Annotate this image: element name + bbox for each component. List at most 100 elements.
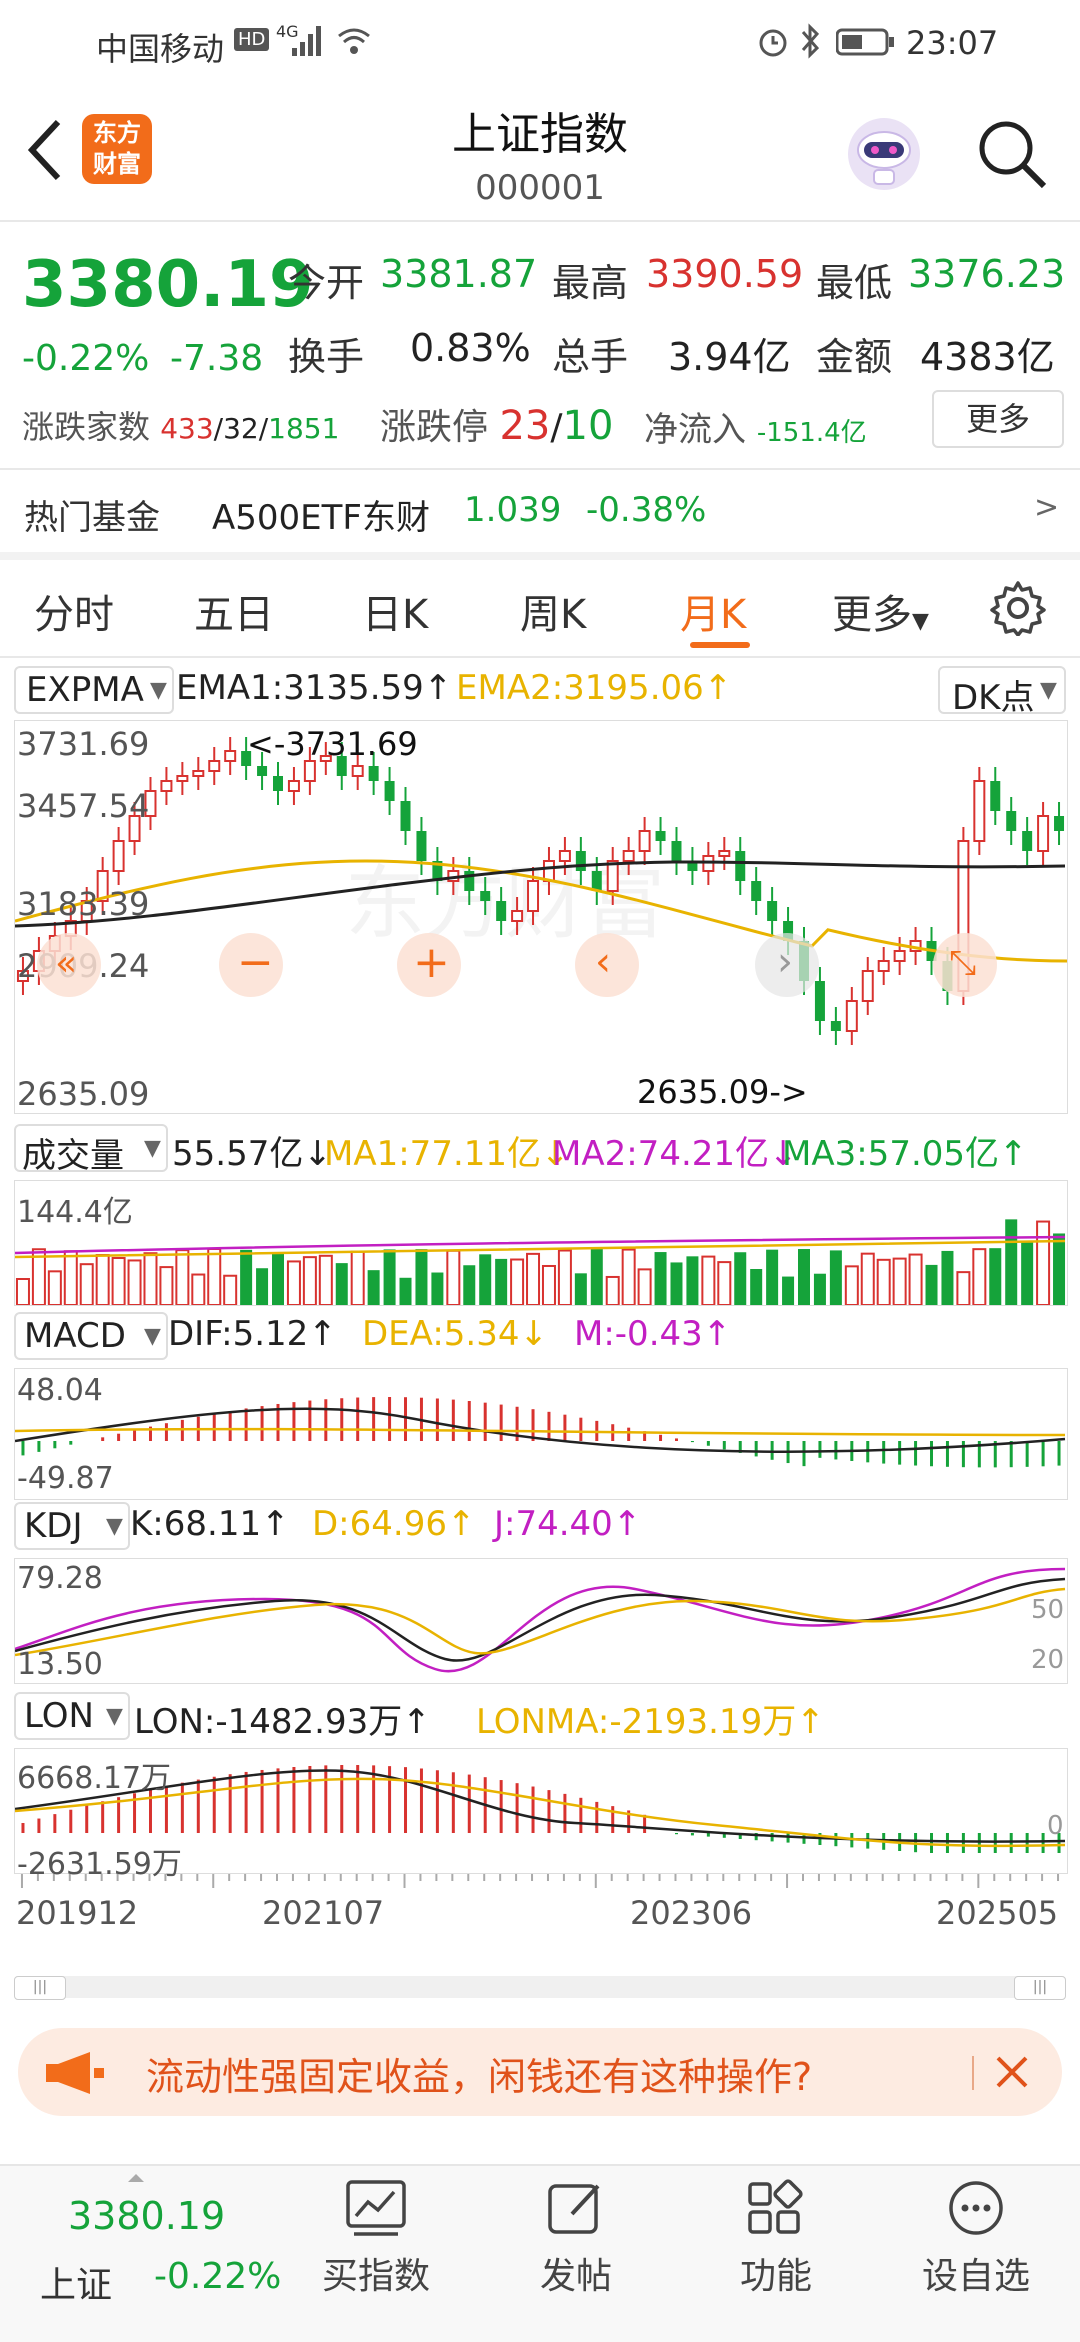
candle-body xyxy=(319,755,332,762)
back-icon[interactable] xyxy=(24,118,64,182)
volume-chart[interactable]: 144.4亿 xyxy=(14,1180,1068,1306)
volume-bar xyxy=(637,1268,652,1305)
macd-dif: DIF:5.12↑ xyxy=(168,1314,337,1354)
dk-point-button[interactable]: DK点 ▼ xyxy=(938,666,1066,718)
volume-bar xyxy=(844,1265,859,1305)
macd-chart[interactable]: 48.04 -49.87 xyxy=(14,1368,1068,1500)
lon-selector[interactable]: LON ▼ xyxy=(14,1692,130,1740)
candle-body xyxy=(336,756,347,776)
add-watchlist-button[interactable]: 设自选 xyxy=(876,2178,1076,2299)
close-icon[interactable] xyxy=(992,2052,1032,2092)
zoom-in-button[interactable]: + xyxy=(397,933,461,997)
search-icon[interactable] xyxy=(976,118,1048,190)
candle-body xyxy=(735,851,746,881)
volume-indicator-selector[interactable]: 成交量 ▼ xyxy=(14,1124,168,1176)
lon-line xyxy=(15,1769,1066,1843)
scroll-left-button[interactable]: ‹ xyxy=(575,933,639,997)
volume-bar xyxy=(654,1252,667,1305)
amount-label: 金额 xyxy=(816,335,893,379)
functions-button[interactable]: 功能 xyxy=(676,2178,876,2299)
volume-bar xyxy=(223,1274,238,1305)
volume-bar xyxy=(510,1258,525,1305)
bottom-index-change[interactable]: -0.22% xyxy=(154,2256,282,2297)
tab-five-day[interactable]: 五日 xyxy=(194,592,274,638)
fund-price: 1.039 xyxy=(464,490,562,530)
caret-up-icon[interactable] xyxy=(126,2172,146,2184)
kdj-d: D:64.96↑ xyxy=(312,1504,476,1544)
candle-body xyxy=(861,970,874,1002)
candle-body xyxy=(496,901,507,921)
bottom-index-name[interactable]: 上证 xyxy=(40,2265,113,2306)
bottom-bar: 3380.19 上证 -0.22% 买指数 发帖 功能 设自选 xyxy=(0,2164,1080,2342)
zoom-out-button[interactable]: − xyxy=(219,933,283,997)
scroll-left-end-button[interactable]: « xyxy=(37,933,101,997)
hot-fund-label: 热门基金 xyxy=(24,498,160,538)
candle-body xyxy=(1037,815,1050,852)
expand-icon: ⤡ xyxy=(949,943,977,983)
volume-bar xyxy=(302,1256,317,1305)
hot-fund-row[interactable]: 热门基金 A500ETF东财 1.039 -0.38% > xyxy=(0,470,1080,550)
tab-monthly-k[interactable]: 月K xyxy=(680,592,747,638)
candle-body xyxy=(273,776,283,791)
more-quote-button[interactable]: 更多 xyxy=(932,390,1064,448)
candle-body xyxy=(830,1021,841,1031)
volume-bar xyxy=(782,1276,795,1305)
turnover-label: 换手 xyxy=(288,335,365,379)
lonma-value: LONMA:-2193.19万↑ xyxy=(476,1702,825,1742)
candle-body xyxy=(718,850,731,857)
fund-name: A500ETF东财 xyxy=(212,498,430,538)
hd-badge: HD xyxy=(234,28,270,51)
tab-intraday[interactable]: 分时 xyxy=(34,592,114,638)
battery-icon xyxy=(836,28,894,56)
chevron-left-icon: ‹ xyxy=(595,939,611,985)
app-logo[interactable]: 东方 财富 xyxy=(82,114,152,184)
candle-body xyxy=(241,751,252,766)
more-dots-icon xyxy=(949,2181,1003,2235)
kdj-chart[interactable]: 79.28 13.50 50 20 xyxy=(14,1558,1068,1684)
candle-body xyxy=(575,851,586,871)
candle-body xyxy=(622,850,635,862)
tab-more[interactable]: 更多▼ xyxy=(832,592,929,638)
candle-body xyxy=(287,780,300,792)
volume-y-top: 144.4亿 xyxy=(17,1195,133,1230)
robot-assistant-icon[interactable] xyxy=(844,114,924,194)
tab-daily-k[interactable]: 日K xyxy=(362,592,429,638)
candle-body xyxy=(591,871,602,891)
ad-banner[interactable]: 流动性强固定收益，闲钱还有这种操作? xyxy=(18,2028,1062,2116)
range-scrollbar[interactable]: ||| ||| xyxy=(14,1976,1066,2000)
volume-bar xyxy=(127,1259,142,1305)
candle-body xyxy=(527,880,540,912)
macd-selector[interactable]: MACD ▼ xyxy=(14,1312,168,1360)
kdj-k: K:68.11↑ xyxy=(130,1504,290,1544)
volume-bar xyxy=(111,1257,126,1305)
fullscreen-button[interactable]: ⤡ xyxy=(933,933,997,997)
kdj-selector[interactable]: KDJ ▼ xyxy=(14,1502,130,1550)
kdj-svg xyxy=(15,1567,1066,1673)
volume-ma2-line xyxy=(15,1235,1066,1255)
volume-bar xyxy=(621,1248,636,1305)
tab-weekly-k[interactable]: 周K xyxy=(520,592,587,638)
candle-body xyxy=(96,870,109,902)
lon-chart[interactable]: 6668.17万 -2631.59万 0 xyxy=(14,1748,1068,1882)
candle-body xyxy=(606,860,619,892)
range-handle-right[interactable]: ||| xyxy=(1014,1976,1066,2000)
candle-body xyxy=(144,790,157,817)
bottom-index-price[interactable]: 3380.19 xyxy=(68,2194,226,2238)
candle-body xyxy=(16,970,29,982)
buy-index-button[interactable]: 买指数 xyxy=(276,2178,476,2299)
scroll-right-button[interactable]: › xyxy=(755,933,819,997)
chevron-right-icon: › xyxy=(777,939,793,985)
carrier-name: 中国移动 xyxy=(96,30,225,68)
kdj-j: J:74.40↑ xyxy=(494,1504,642,1544)
indicator-selector[interactable]: EXPMA ▼ xyxy=(14,666,174,714)
settings-gear-icon[interactable] xyxy=(990,580,1046,636)
range-handle-left[interactable]: ||| xyxy=(14,1976,66,2000)
edit-icon xyxy=(548,2184,600,2234)
candle-body xyxy=(893,950,906,962)
candle-body xyxy=(687,861,698,871)
post-button[interactable]: 发帖 xyxy=(476,2178,676,2299)
caret-down-icon: ▼ xyxy=(150,678,167,703)
volume-bar xyxy=(541,1264,556,1305)
candle-body xyxy=(671,841,682,861)
